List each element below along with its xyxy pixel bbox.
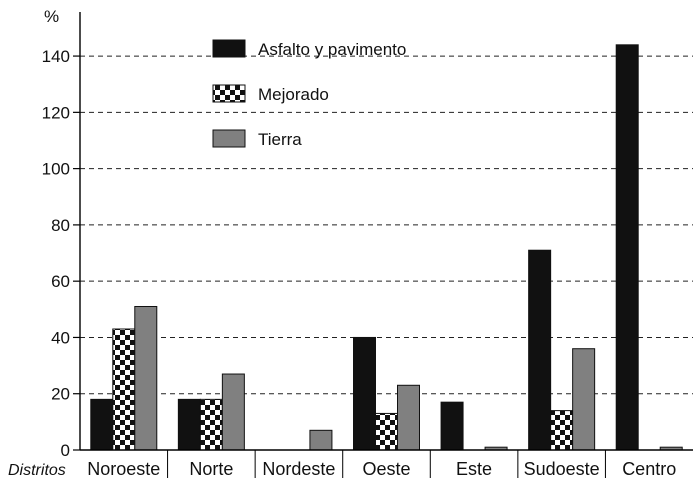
x-axis-title: Distritos — [8, 462, 66, 479]
y-tick-label: 60 — [51, 272, 70, 291]
x-category-label: Noroeste — [87, 459, 160, 479]
x-category-label: Norte — [189, 459, 233, 479]
legend: Asfalto y pavimento Mejorado Tierra — [212, 39, 406, 149]
y-tick-label: 40 — [51, 328, 70, 347]
bar — [90, 398, 114, 451]
bar — [134, 305, 158, 451]
x-category-label: Nordeste — [262, 459, 335, 479]
axes-layer — [73, 12, 693, 478]
legend-label: Mejorado — [258, 85, 329, 104]
legend-swatch — [212, 129, 246, 148]
y-tick-label: 120 — [42, 103, 70, 122]
bar — [112, 328, 136, 451]
bar — [375, 412, 398, 451]
bar — [572, 348, 596, 451]
legend-label: Asfalto y pavimento — [258, 40, 406, 59]
legend-swatch — [212, 84, 246, 103]
bar — [221, 373, 245, 451]
x-category-label: Sudoeste — [524, 459, 600, 479]
bar — [615, 44, 639, 451]
bar — [440, 401, 464, 451]
y-tick-label: 20 — [51, 385, 70, 404]
x-category-label: Este — [456, 459, 492, 479]
x-category-label: Oeste — [362, 459, 410, 479]
y-unit-label: % — [44, 7, 59, 26]
legend-label: Tierra — [258, 130, 302, 149]
y-tick-label: 0 — [61, 441, 70, 460]
grid-layer — [80, 55, 693, 395]
bar — [199, 398, 223, 451]
bar — [528, 249, 552, 451]
labels-layer: 0 20 40 60 80 100 120 140% Noroeste Norte Nordeste… — [8, 7, 676, 479]
y-tick-label: 140 — [42, 47, 70, 66]
bar — [309, 429, 333, 451]
bar — [397, 384, 420, 451]
bars-layer — [90, 44, 683, 451]
bar — [550, 410, 574, 451]
x-category-label: Centro — [622, 459, 676, 479]
legend-swatch — [212, 39, 246, 58]
y-tick-label: 100 — [42, 160, 70, 179]
bar — [177, 398, 201, 451]
y-tick-label: 80 — [51, 216, 70, 235]
bar — [353, 336, 376, 451]
